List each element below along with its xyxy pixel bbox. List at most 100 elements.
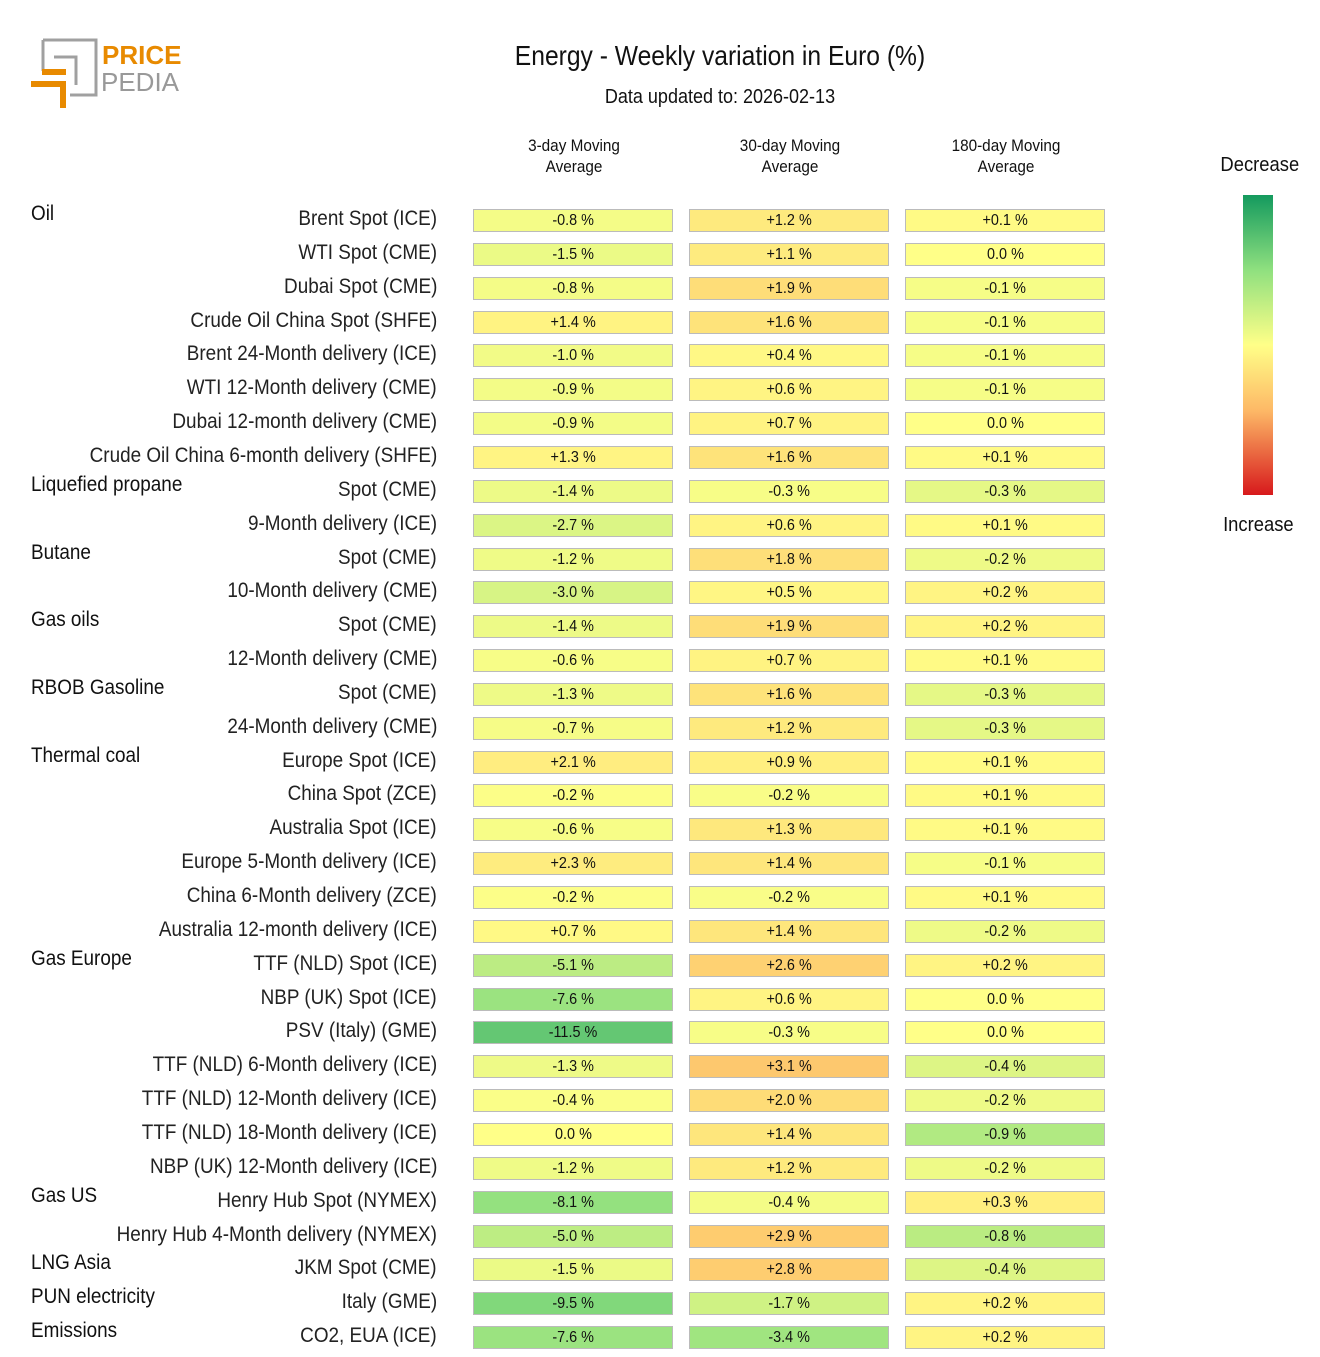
heatmap-cell: -5.0 %	[473, 1224, 673, 1248]
heatmap-cell: 0.0 %	[905, 242, 1105, 266]
cell-value: -1.3 %	[552, 1058, 594, 1076]
heatmap-cell: -0.4 %	[473, 1089, 673, 1113]
logo-text-top: PRICE	[102, 40, 181, 70]
heatmap-cell: +0.1 %	[905, 649, 1105, 673]
heatmap-cell: -0.3 %	[905, 716, 1105, 740]
heatmap-cell: -0.9 %	[473, 378, 673, 402]
cell-value: +2.1 %	[550, 753, 596, 771]
cell-value: -0.2 %	[984, 922, 1026, 940]
cell-value: -0.2 %	[768, 889, 810, 906]
row-label: 12-Month delivery (CME)	[226, 647, 437, 671]
heatmap-cell: -0.3 %	[689, 479, 889, 503]
cell-value: -0.9 %	[552, 381, 594, 399]
cell-value: -0.1 %	[984, 381, 1026, 399]
cell-value: +0.7 %	[550, 922, 596, 940]
heatmap-cell: +0.6 %	[689, 378, 889, 402]
cell-value: -5.0 %	[552, 1227, 594, 1245]
row-label: 9-Month delivery (ICE)	[247, 511, 437, 535]
cell-value: -7.6 %	[552, 1329, 594, 1347]
cell-value: -0.2 %	[984, 1159, 1026, 1177]
heatmap-cell: -0.4 %	[905, 1055, 1105, 1079]
cell-value: -0.2 %	[768, 787, 810, 805]
row-label: Europe Spot (ICE)	[282, 748, 437, 772]
cell-value: +1.2 %	[766, 1159, 812, 1177]
heatmap-cell: +2.6 %	[689, 953, 889, 977]
row-label: Brent 24-Month delivery (ICE)	[186, 342, 437, 366]
cell-value: -0.6 %	[552, 652, 594, 670]
row-label: TTF (NLD) 12-Month delivery (ICE)	[141, 1087, 437, 1111]
cell-value: 0.0 %	[986, 245, 1024, 263]
chart-subtitle: Data updated to: 2026-02-13	[604, 86, 836, 108]
heatmap-cell: +1.9 %	[689, 615, 889, 639]
heatmap-cell: +1.4 %	[473, 310, 673, 334]
row-label: TTF (NLD) Spot (ICE)	[253, 951, 437, 975]
heatmap-cell: +1.2 %	[689, 716, 889, 740]
cell-value: -1.0 %	[552, 347, 594, 365]
cell-value: -0.2 %	[552, 787, 594, 805]
cell-value: -0.9 %	[984, 1125, 1026, 1143]
heatmap-cell: -1.5 %	[473, 242, 673, 266]
cell-value: +1.1 %	[766, 245, 812, 263]
row-label: Henry Hub Spot (NYMEX)	[217, 1188, 437, 1212]
heatmap-cell: -9.5 %	[473, 1292, 673, 1316]
pricepedia-logo: PRICE PEDIA	[31, 38, 181, 108]
row-label: Dubai 12-month delivery (CME)	[172, 410, 437, 434]
row-label: NBP (UK) Spot (ICE)	[260, 985, 437, 1009]
heatmap-cell: -7.6 %	[473, 987, 673, 1011]
heatmap-cell: +0.4 %	[689, 344, 889, 368]
cell-value: -0.9 %	[552, 415, 594, 433]
heatmap-cell: -1.3 %	[473, 1055, 673, 1079]
heatmap-cell: -0.1 %	[905, 378, 1105, 402]
row-label: 24-Month delivery (CME)	[226, 714, 437, 738]
heatmap-cell: 0.0 %	[905, 412, 1105, 436]
heatmap-cell: -0.8 %	[473, 276, 673, 300]
heatmap-cell: -0.1 %	[905, 276, 1105, 300]
heatmap-cell: -0.3 %	[689, 1021, 889, 1045]
cell-value: -1.7 %	[768, 1295, 810, 1313]
cell-value: -1.2 %	[552, 550, 594, 568]
heatmap-cell: 0.0 %	[905, 1021, 1105, 1045]
heatmap-cell: -1.5 %	[473, 1258, 673, 1282]
cell-value: +0.2 %	[982, 1295, 1028, 1313]
heatmap-cell: +2.9 %	[689, 1224, 889, 1248]
cell-value: -1.5 %	[552, 245, 594, 263]
heatmap-cell: -0.4 %	[905, 1258, 1105, 1282]
heatmap-cell: +0.7 %	[473, 919, 673, 943]
heatmap-cell: +2.8 %	[689, 1258, 889, 1282]
heatmap-cell: +0.1 %	[905, 886, 1105, 909]
row-label: CO2, EUA (ICE)	[300, 1324, 437, 1348]
cell-value: -11.5 %	[548, 1024, 598, 1042]
cell-value: -0.4 %	[984, 1261, 1026, 1279]
logo-text-bottom: PEDIA	[101, 67, 180, 97]
cell-value: +0.7 %	[766, 652, 812, 670]
heatmap-cell: -1.2 %	[473, 1156, 673, 1180]
cell-value: -0.3 %	[984, 719, 1026, 737]
heatmap-cell: +2.3 %	[473, 852, 673, 876]
heatmap-cell: -0.1 %	[905, 310, 1105, 334]
group-label: Oil	[31, 202, 55, 225]
cell-value: +0.1 %	[982, 821, 1028, 839]
row-label: Australia Spot (ICE)	[269, 816, 437, 840]
heatmap-cell: +2.0 %	[689, 1089, 889, 1113]
heatmap-cell: -0.4 %	[689, 1190, 889, 1214]
column-header-3day: 3-day Moving Average	[528, 136, 620, 176]
row-label: Europe 5-Month delivery (ICE)	[181, 850, 437, 874]
cell-value: +2.3 %	[550, 855, 596, 873]
row-label: Brent Spot (ICE)	[298, 207, 437, 230]
row-label: Spot (CME)	[338, 477, 437, 501]
heatmap-cell: -0.2 %	[473, 784, 673, 808]
cell-value: -0.2 %	[552, 889, 594, 906]
heatmap-cell: -1.3 %	[473, 682, 673, 706]
heatmap-cell: +0.1 %	[905, 513, 1105, 537]
row-label: JKM Spot (CME)	[295, 1256, 437, 1280]
heatmap-cell: +1.2 %	[689, 209, 889, 232]
group-label: Thermal coal	[31, 743, 141, 767]
cell-value: -1.4 %	[552, 618, 594, 636]
cell-value: +0.2 %	[982, 584, 1028, 602]
cell-value: +1.4 %	[766, 855, 812, 873]
group-label: Gas oils	[31, 608, 100, 632]
heatmap-cell: 0.0 %	[473, 1122, 673, 1146]
row-label: China Spot (ZCE)	[287, 782, 437, 806]
heatmap-cell: +1.6 %	[689, 445, 889, 469]
